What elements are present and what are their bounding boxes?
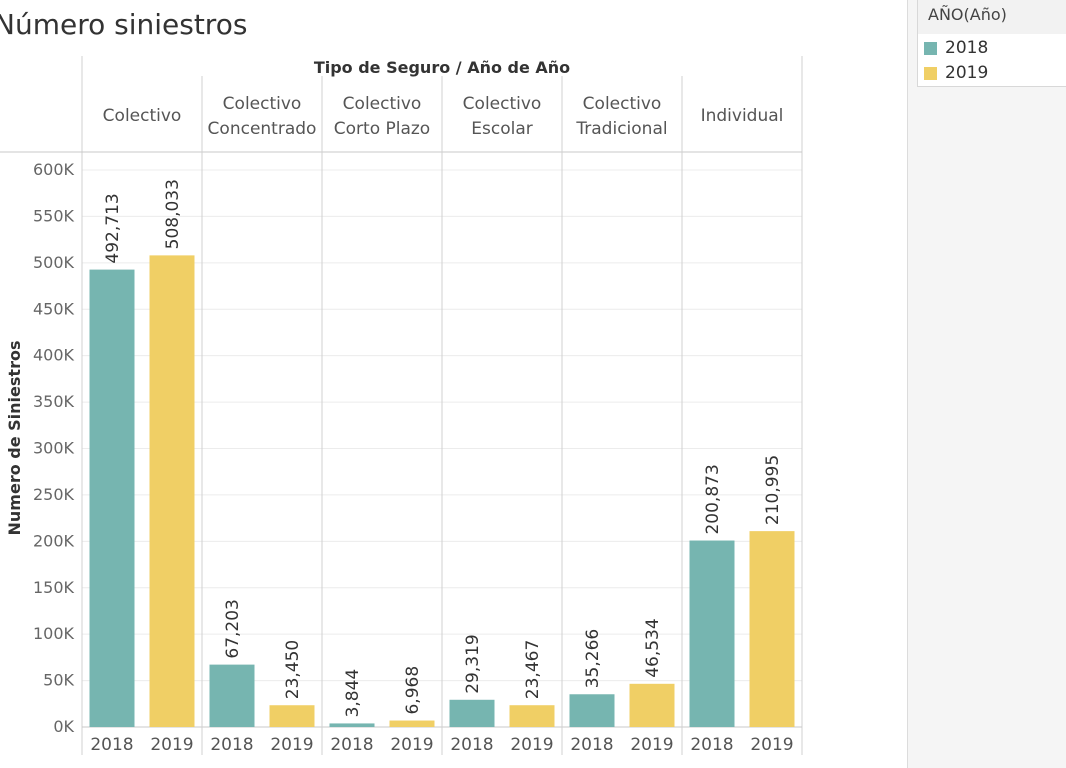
y-tick-label: 250K <box>33 485 75 504</box>
y-tick-label: 300K <box>33 439 75 458</box>
group-label-line: Tradicional <box>575 119 667 139</box>
bar-2019 <box>749 531 795 727</box>
group-label-line: Concentrado <box>208 119 317 139</box>
x-tick-label: 2018 <box>450 735 493 755</box>
bar-value-label: 200,873 <box>703 464 723 534</box>
legend-label-2018: 2018 <box>945 38 989 58</box>
x-tick-label: 2018 <box>570 735 613 755</box>
group-label-line: Escolar <box>471 119 532 139</box>
y-tick-label: 50K <box>43 671 74 690</box>
bar-value-label: 23,467 <box>523 640 543 699</box>
y-axis-label: Numero de Siniestros <box>5 341 24 536</box>
bar-value-label: 210,995 <box>763 455 783 525</box>
y-tick-label: 500K <box>33 253 75 272</box>
bar-value-label: 29,319 <box>463 634 483 693</box>
bar-2018 <box>89 269 135 727</box>
bar-2019 <box>389 720 435 727</box>
legend-label-2019: 2019 <box>945 63 989 83</box>
bar-2018 <box>449 699 495 727</box>
group-label-line: Colectivo <box>463 94 542 114</box>
bar-2018 <box>689 540 735 727</box>
group-label: Colectivo <box>103 106 182 126</box>
bar-2019 <box>629 683 675 727</box>
y-tick-label: 0K <box>53 717 74 736</box>
bar-value-label: 67,203 <box>223 599 243 658</box>
bar-2018 <box>329 723 375 727</box>
x-tick-label: 2019 <box>750 735 793 755</box>
x-tick-label: 2018 <box>330 735 373 755</box>
bar-2018 <box>209 664 255 727</box>
y-tick-label: 350K <box>33 392 75 411</box>
side-panel <box>907 0 1066 768</box>
group-label-line: Colectivo <box>583 94 662 114</box>
x-tick-label: 2018 <box>210 735 253 755</box>
bar-chart: 0K 50K 100K 150K 200K 250K 300K 350K 400K 450K 500… <box>0 56 803 755</box>
x-tick-label: 2019 <box>630 735 673 755</box>
chart-title: Número siniestros <box>0 8 248 41</box>
group-label-line: Corto Plazo <box>334 119 430 139</box>
x-tick-label: 2018 <box>690 735 733 755</box>
y-tick-label: 150K <box>33 578 75 597</box>
x-tick-label: 2019 <box>270 735 313 755</box>
bar-2018 <box>569 694 615 727</box>
bar-value-label: 23,450 <box>283 640 303 699</box>
y-tick-label: 450K <box>33 299 75 318</box>
bar-2019 <box>149 255 195 727</box>
legend-title: AÑO(Año) <box>918 0 1066 34</box>
y-tick-label: 400K <box>33 346 75 365</box>
bar-value-label: 35,266 <box>583 629 603 688</box>
group-label-line: Colectivo <box>343 94 422 114</box>
x-tick-label: 2019 <box>510 735 553 755</box>
legend-swatch-2018 <box>924 41 937 55</box>
legend-swatch-2019 <box>924 66 937 80</box>
bar-value-label: 492,713 <box>103 193 123 263</box>
y-tick-label: 200K <box>33 531 75 550</box>
bar-value-label: 6,968 <box>403 666 423 715</box>
bar-value-label: 508,033 <box>163 179 183 249</box>
y-tick-label: 550K <box>33 206 75 225</box>
column-header-label: Tipo de Seguro / Año de Año <box>314 58 570 77</box>
legend-item-2018[interactable]: 2018 <box>924 37 988 59</box>
y-tick-label: 600K <box>33 160 75 179</box>
legend-item-2019[interactable]: 2019 <box>924 62 988 84</box>
group-label-line: Colectivo <box>223 94 302 114</box>
x-tick-label: 2019 <box>390 735 433 755</box>
group-label: Individual <box>701 106 784 126</box>
bar-value-label: 3,844 <box>343 669 363 718</box>
bar-2019 <box>509 705 555 727</box>
x-tick-label: 2018 <box>90 735 133 755</box>
legend[interactable]: AÑO(Año) 2018 2019 <box>917 0 1066 87</box>
x-tick-label: 2019 <box>150 735 193 755</box>
bar-2019 <box>269 705 315 727</box>
bar-value-label: 46,534 <box>643 618 663 677</box>
y-tick-label: 100K <box>33 624 75 643</box>
